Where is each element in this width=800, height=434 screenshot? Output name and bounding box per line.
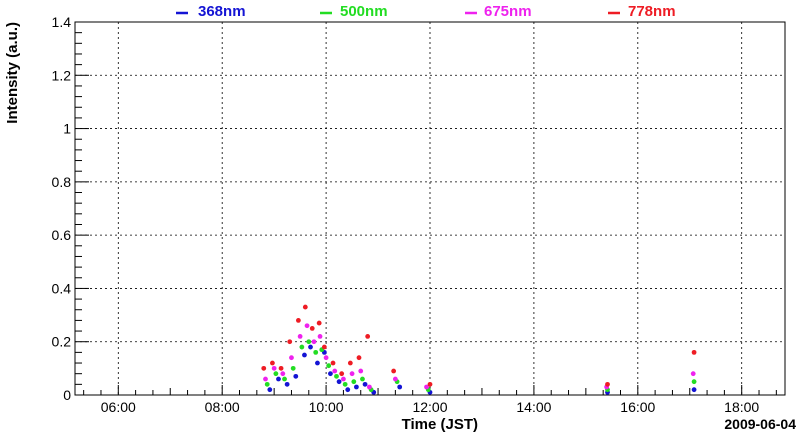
legend-item-3: 778nm bbox=[608, 3, 676, 20]
data-point-2 bbox=[317, 333, 323, 339]
data-point-3 bbox=[391, 368, 397, 374]
data-point-3 bbox=[691, 349, 697, 355]
data-point-1 bbox=[264, 381, 270, 387]
x-tick-label: 18:00 bbox=[724, 399, 759, 415]
data-point-3 bbox=[605, 381, 610, 387]
data-point-1 bbox=[299, 344, 305, 350]
data-point-3 bbox=[261, 365, 267, 371]
y-tick-label: 1.4 bbox=[52, 14, 72, 30]
legend-item-1: 500nm bbox=[320, 3, 388, 20]
data-point-1 bbox=[334, 373, 339, 379]
legend-label-3: 778nm bbox=[628, 3, 676, 20]
legend-item-0: 368nm bbox=[176, 3, 246, 20]
data-point-3 bbox=[302, 304, 308, 310]
x-tick-label: 12:00 bbox=[412, 399, 447, 415]
data-point-2 bbox=[297, 333, 303, 339]
x-axis-title: Time (JST) bbox=[402, 416, 478, 433]
data-point-2 bbox=[271, 365, 277, 371]
data-point-2 bbox=[341, 376, 346, 382]
data-point-0 bbox=[308, 344, 313, 350]
data-point-2 bbox=[289, 355, 294, 361]
data-point-3 bbox=[295, 318, 301, 323]
y-tick-label: 1.2 bbox=[52, 67, 72, 83]
data-points bbox=[261, 304, 697, 395]
data-point-1 bbox=[313, 349, 319, 355]
data-point-3 bbox=[339, 371, 345, 377]
data-point-0 bbox=[315, 360, 320, 366]
legend-label-0: 368nm bbox=[198, 3, 246, 20]
data-point-1 bbox=[691, 379, 697, 385]
data-point-2 bbox=[304, 323, 310, 329]
y-tick-label: 0 bbox=[63, 387, 71, 403]
legend-label-1: 500nm bbox=[340, 3, 388, 20]
data-point-2 bbox=[311, 339, 317, 345]
y-tick-label: 0.6 bbox=[52, 227, 72, 243]
data-point-0 bbox=[302, 352, 307, 358]
data-point-3 bbox=[287, 339, 293, 345]
y-tick-label: 0.2 bbox=[52, 334, 72, 350]
y-axis-title: Intensity (a.u.) bbox=[4, 22, 21, 124]
y-tick-labels: 0 0.2 0.4 0.6 0.8 1 1.2 1.4 bbox=[52, 14, 72, 403]
data-point-1 bbox=[351, 379, 357, 385]
x-tick-labels: 06:00 08:00 10:00 12:00 14:00 16:00 18:00 bbox=[101, 399, 760, 415]
data-point-2 bbox=[690, 371, 696, 377]
data-point-0 bbox=[362, 381, 368, 387]
data-point-3 bbox=[321, 344, 327, 350]
legend-item-2: 675nm bbox=[465, 3, 532, 20]
y-tick-label: 0.4 bbox=[52, 280, 72, 296]
data-point-3 bbox=[347, 360, 353, 366]
data-point-0 bbox=[691, 387, 697, 393]
data-point-2 bbox=[263, 376, 268, 382]
legend-label-2: 675nm bbox=[484, 3, 532, 20]
data-point-1 bbox=[273, 371, 279, 377]
data-point-0 bbox=[397, 384, 403, 390]
data-point-0 bbox=[336, 379, 342, 385]
data-point-3 bbox=[316, 320, 322, 326]
data-point-0 bbox=[293, 373, 299, 379]
data-point-1 bbox=[290, 365, 296, 371]
data-point-3 bbox=[270, 360, 275, 366]
data-point-3 bbox=[309, 325, 315, 331]
data-point-2 bbox=[280, 371, 286, 377]
data-point-2 bbox=[424, 384, 429, 390]
data-point-3 bbox=[356, 355, 362, 361]
x-tick-label: 10:00 bbox=[309, 399, 344, 415]
data-point-3 bbox=[365, 333, 371, 339]
x-tick-label: 06:00 bbox=[101, 399, 136, 415]
data-point-2 bbox=[358, 368, 364, 374]
data-point-2 bbox=[323, 355, 329, 361]
grid bbox=[75, 22, 785, 395]
x-tick-label: 14:00 bbox=[516, 399, 551, 415]
data-point-0 bbox=[284, 381, 290, 387]
data-point-0 bbox=[354, 384, 359, 390]
data-point-2 bbox=[332, 368, 338, 374]
data-point-2 bbox=[392, 376, 398, 382]
data-point-1 bbox=[360, 376, 365, 382]
legend: 368nm 500nm 675nm 778nm bbox=[176, 3, 676, 20]
data-point-1 bbox=[326, 363, 332, 369]
data-point-0 bbox=[345, 387, 351, 393]
data-point-0 bbox=[276, 376, 281, 382]
data-point-1 bbox=[306, 339, 312, 345]
data-point-3 bbox=[278, 365, 284, 371]
data-point-1 bbox=[342, 381, 348, 387]
data-point-3 bbox=[330, 360, 336, 366]
data-point-0 bbox=[328, 371, 333, 377]
y-tick-label: 0.8 bbox=[52, 174, 72, 190]
x-tick-label: 16:00 bbox=[620, 399, 655, 415]
date-label: 2009-06-04 bbox=[724, 416, 796, 432]
data-point-3 bbox=[427, 381, 433, 387]
y-tick-label: 1 bbox=[63, 121, 71, 137]
axis-ticks bbox=[75, 21, 777, 396]
data-point-1 bbox=[282, 376, 287, 382]
data-point-2 bbox=[349, 371, 355, 377]
data-point-0 bbox=[267, 387, 273, 393]
x-tick-label: 08:00 bbox=[205, 399, 240, 415]
data-point-2 bbox=[366, 384, 372, 390]
